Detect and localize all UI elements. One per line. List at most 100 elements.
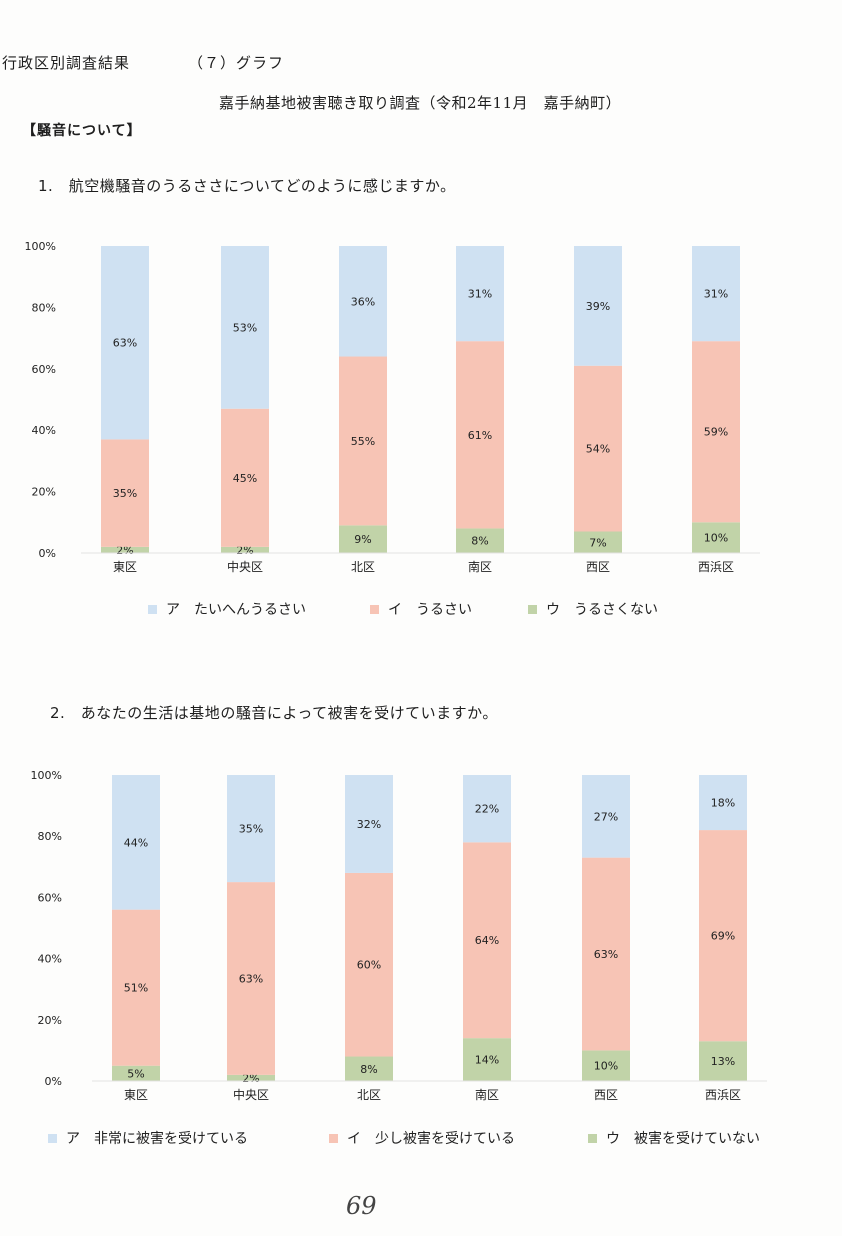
y-tick-label: 100% <box>25 240 56 253</box>
data-label: 8% <box>471 535 488 548</box>
data-label: 51% <box>124 982 148 995</box>
bar-segment-a <box>692 246 740 342</box>
data-label: 27% <box>594 810 618 823</box>
legend-swatch-a <box>48 1134 57 1143</box>
data-label: 2% <box>116 544 133 557</box>
y-tick-label: 0% <box>45 1075 62 1088</box>
legend-swatch-i <box>370 605 379 614</box>
legend-swatch-i <box>329 1134 338 1143</box>
bar-segment-i <box>101 439 149 547</box>
legend-swatch-a <box>148 605 157 614</box>
data-label: 60% <box>357 959 381 972</box>
bar-segment-a <box>221 246 269 409</box>
data-label: 35% <box>239 823 263 836</box>
data-label: 10% <box>594 1060 618 1073</box>
data-label: 10% <box>704 532 728 545</box>
section-heading: 【騒音について】 <box>22 123 142 139</box>
data-label: 5% <box>127 1067 144 1080</box>
data-label: 22% <box>475 803 499 816</box>
legend-entry: ア たいへんうるさい <box>166 602 306 618</box>
bar-segment-a <box>339 246 387 357</box>
data-label: 14% <box>475 1054 499 1067</box>
data-label: 32% <box>357 818 381 831</box>
data-label: 2% <box>242 1072 259 1085</box>
chart-2: 0% 20% 40% 60% 80% 100% 5% 51% 44% 東区 2% 63% 35% 中央区 8… <box>31 769 767 1147</box>
category-label: 中央区 <box>227 559 263 574</box>
bar-segment-a <box>699 775 747 831</box>
bar-segment-a <box>112 775 160 910</box>
y-tick-label: 60% <box>38 891 62 904</box>
bar-segment-a <box>101 246 149 440</box>
data-label: 9% <box>354 533 371 546</box>
bar-segment-i <box>574 365 622 532</box>
bar-segment-u <box>456 528 504 553</box>
bar-segment-u <box>112 1065 160 1081</box>
y-tick-label: 0% <box>39 547 56 560</box>
legend-entry: ア 非常に被害を受けている <box>66 1131 248 1147</box>
question-1-title: 1. 航空機騒音のうるささについてどのように感じますか。 <box>38 177 456 195</box>
category-label: 西浜区 <box>698 560 734 574</box>
data-label: 55% <box>351 435 375 448</box>
category-label: 北区 <box>351 560 375 574</box>
bar-segment-i <box>456 341 504 529</box>
bar-segment-a <box>456 246 504 342</box>
bar-segment-i <box>582 857 630 1051</box>
category-label: 北区 <box>357 1088 381 1102</box>
data-label: 13% <box>711 1055 735 1068</box>
data-label: 64% <box>475 934 499 947</box>
data-label: 63% <box>594 948 618 961</box>
page-number: 69 <box>346 1192 377 1220</box>
bar-segment-u <box>692 522 740 553</box>
data-label: 63% <box>239 972 263 985</box>
data-label: 36% <box>351 295 375 308</box>
data-label: 59% <box>704 426 728 439</box>
data-label: 69% <box>711 930 735 943</box>
bar-segment-i <box>345 872 393 1057</box>
category-label: 南区 <box>468 559 492 574</box>
question-2-title: 2. あなたの生活は基地の騒音によって被害を受けていますか。 <box>50 704 498 722</box>
legend-entry: イ うるさい <box>388 602 472 618</box>
graph-label: （７）グラフ <box>188 54 285 72</box>
bar-segment-u <box>582 1050 630 1081</box>
y-tick-label: 80% <box>32 301 56 314</box>
data-label: 61% <box>468 429 492 442</box>
bar-segment-u <box>227 1074 275 1081</box>
category-label: 西区 <box>586 560 610 574</box>
y-tick-label: 40% <box>32 424 56 437</box>
data-label: 31% <box>704 288 728 301</box>
data-label: 18% <box>711 797 735 810</box>
legend-swatch-u <box>588 1134 597 1143</box>
y-tick-label: 80% <box>38 830 62 843</box>
bar-segment-u <box>699 1041 747 1081</box>
y-tick-label: 40% <box>38 953 62 966</box>
data-label: 35% <box>113 487 137 500</box>
category-label: 中央区 <box>233 1087 269 1102</box>
data-label: 44% <box>124 836 148 849</box>
category-label: 南区 <box>475 1087 499 1102</box>
y-tick-label: 100% <box>31 769 62 782</box>
category-label: 東区 <box>124 1088 148 1102</box>
bar-segment-a <box>345 775 393 873</box>
y-tick-label: 20% <box>32 486 56 499</box>
data-label: 7% <box>589 536 606 549</box>
bar-segment-i <box>463 842 511 1039</box>
report-section-title: 行政区別調査結果 <box>2 54 131 72</box>
legend-entry: ウ 被害を受けていない <box>606 1131 760 1147</box>
data-label: 54% <box>586 443 610 456</box>
y-tick-label: 60% <box>32 363 56 376</box>
category-label: 東区 <box>113 560 137 574</box>
bar-segment-u <box>574 531 622 553</box>
chart-1: 0% 20% 40% 60% 80% 100% 2% 35% 63% 東区 2% 45% 53% 中央区 9… <box>25 240 760 618</box>
bar-segment-u <box>345 1056 393 1081</box>
data-label: 53% <box>233 321 257 334</box>
survey-subtitle: 嘉手納基地被害聴き取り調査（令和2年11月 嘉手納町） <box>219 94 622 112</box>
data-label: 31% <box>468 288 492 301</box>
bar-segment-i <box>699 830 747 1042</box>
bar-segment-i <box>227 882 275 1075</box>
y-tick-label: 20% <box>38 1014 62 1027</box>
data-label: 39% <box>586 300 610 313</box>
category-label: 西浜区 <box>705 1088 741 1102</box>
bar-segment-u <box>221 546 269 553</box>
bar-segment-u <box>339 525 387 553</box>
bar-segment-a <box>582 775 630 858</box>
